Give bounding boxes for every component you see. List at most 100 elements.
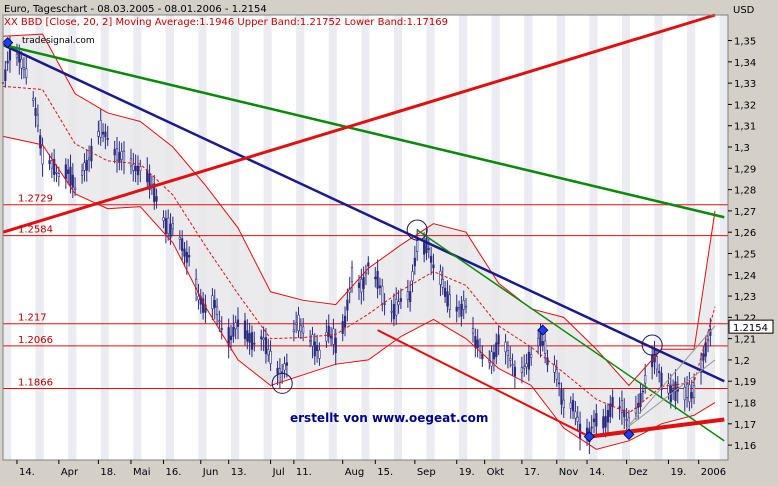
candle-body — [15, 53, 19, 59]
candle-body — [341, 321, 344, 334]
candle-body — [623, 409, 626, 418]
x-tick-label: Dez — [629, 467, 648, 478]
candle-body — [555, 369, 558, 380]
candle-body — [397, 301, 400, 306]
y-tick-label: 1,2 — [734, 356, 750, 367]
week-stripe — [393, 15, 403, 460]
y-tick-label: 1,3 — [734, 143, 750, 154]
candle-body — [4, 69, 7, 81]
last-price-tag: 1.2154 — [728, 319, 774, 334]
candle-body — [332, 328, 335, 345]
candle-body — [644, 374, 647, 384]
candle-body — [167, 217, 170, 234]
candle-body — [229, 335, 233, 340]
candle-body — [539, 332, 542, 346]
candle-body — [606, 410, 610, 423]
week-stripe — [524, 15, 533, 460]
x-tick-label: Aug — [345, 467, 365, 478]
candle-body — [234, 322, 237, 330]
candle-body — [246, 330, 249, 342]
candle-body — [181, 238, 184, 252]
candle-body — [460, 303, 463, 317]
candle-body — [395, 298, 398, 316]
candle-body — [699, 358, 703, 373]
y-tick-label: 1,27 — [734, 207, 756, 218]
candle-body — [474, 336, 477, 348]
candle-body — [106, 138, 109, 140]
x-tick-label: 18. — [100, 467, 116, 478]
candle-body — [685, 383, 689, 398]
y-tick-label: 1,25 — [734, 249, 756, 260]
candle-body — [197, 295, 200, 301]
candle-body — [74, 187, 77, 190]
y-axis: 1,16 1,17 1,18 1,19 1,2 1,21 1,22 1,23 1,24 1,25 1… — [728, 37, 756, 452]
trendline-green-short — [416, 229, 725, 442]
trendline-red-channel — [377, 329, 590, 438]
candle-body — [253, 342, 256, 345]
candle-body — [39, 135, 42, 149]
candle-body — [655, 356, 658, 370]
candle-body — [220, 328, 223, 330]
candle-body — [667, 383, 670, 394]
candle-body — [113, 148, 116, 156]
x-tick-label: 19. — [459, 467, 475, 478]
pattern-markers — [2, 37, 663, 443]
candle-body — [64, 164, 67, 180]
diamond-marker — [583, 431, 595, 443]
candle-body — [313, 341, 316, 357]
week-stripe — [263, 15, 272, 460]
candle-body — [364, 271, 368, 275]
circle-marker — [406, 219, 428, 241]
trendline-grey-fan-2 — [626, 359, 716, 429]
candle-body — [360, 278, 363, 293]
candle-body — [362, 276, 365, 289]
trendline-blue — [2, 43, 725, 383]
x-tick-label: 11. — [296, 467, 312, 478]
trendline-red-support — [589, 417, 725, 439]
candle-body — [481, 353, 484, 360]
candle-body — [97, 131, 100, 137]
week-stripe — [100, 15, 109, 460]
candle-body — [148, 173, 151, 190]
candle-body — [162, 217, 165, 222]
x-tick-label: Okt — [487, 467, 505, 478]
y-tick-label: 1,32 — [734, 100, 756, 111]
candle-body — [560, 389, 563, 405]
candle-body — [374, 276, 377, 280]
candle-body — [85, 160, 88, 171]
candle-body — [178, 236, 181, 240]
candle-body — [639, 392, 642, 407]
candle-body — [523, 366, 526, 369]
candle-body — [350, 267, 354, 283]
candle-body — [329, 335, 333, 339]
price-levels — [3, 204, 728, 389]
candle-body — [248, 333, 251, 343]
candle-body — [50, 160, 53, 169]
candle-body — [343, 315, 347, 328]
candle-body — [22, 67, 26, 71]
trendlines — [2, 13, 725, 442]
candle-body — [432, 264, 435, 269]
candle-body — [541, 340, 544, 346]
candle-body — [316, 345, 319, 351]
x-tick-label: 2006 — [701, 467, 726, 478]
lower-band-line — [2, 135, 716, 450]
candle-body — [392, 303, 396, 320]
circle-marker — [641, 334, 663, 356]
candle-body — [571, 400, 575, 412]
candle-body — [41, 145, 44, 165]
candle-body — [562, 399, 565, 409]
indicator-legend: XX BBD [Close, 20, 2] Moving Average:1.1… — [4, 17, 448, 28]
candle-body — [604, 416, 607, 428]
candle-body — [683, 386, 686, 401]
level-label: 1.2066 — [18, 335, 53, 346]
trendline-green-long — [2, 43, 725, 219]
candle-body — [441, 278, 444, 288]
candle-body — [537, 337, 540, 347]
x-tick-label: 13. — [231, 467, 247, 478]
candle-body — [236, 319, 240, 327]
candle-body — [69, 166, 72, 186]
candle-body — [164, 218, 167, 235]
candle-body — [185, 251, 188, 263]
